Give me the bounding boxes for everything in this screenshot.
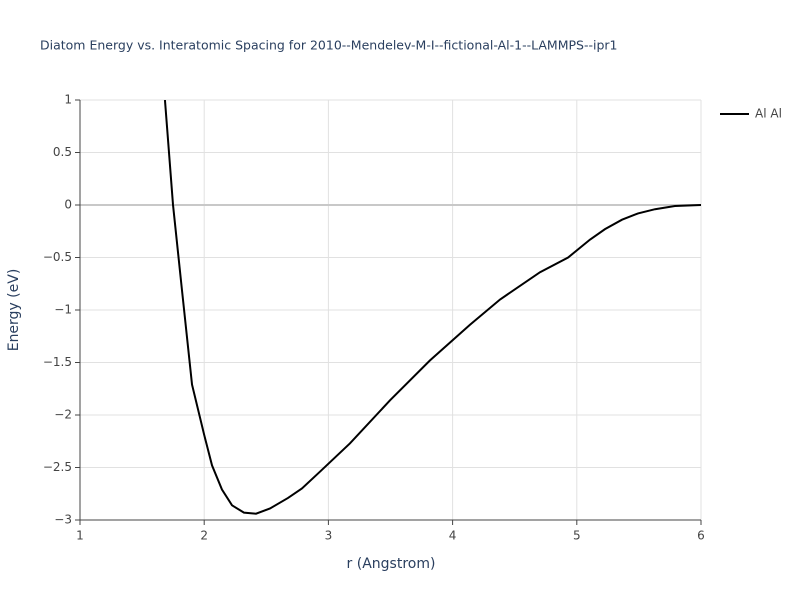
y-tick-label: 1 <box>64 93 72 107</box>
legend-label: Al Al <box>755 107 782 121</box>
y-tick-label: −1.5 <box>43 355 72 369</box>
y-tick-label: −3 <box>54 513 72 527</box>
x-tick-label: 5 <box>573 529 581 543</box>
y-tick-label: 0 <box>64 198 72 212</box>
series-line <box>163 100 701 515</box>
x-tick-label: 6 <box>697 529 705 543</box>
y-tick-label: −0.5 <box>43 250 72 264</box>
y-axis-title: Energy (eV) <box>6 269 22 352</box>
chart-title: Diatom Energy vs. Interatomic Spacing fo… <box>40 38 617 53</box>
y-tick-label: −2.5 <box>43 460 72 474</box>
x-tick-label: 2 <box>200 529 208 543</box>
y-tick-label: −1 <box>54 303 72 317</box>
y-tick-label: 0.5 <box>53 145 72 159</box>
x-axis-title: r (Angstrom) <box>347 556 436 572</box>
x-tick-label: 4 <box>449 529 457 543</box>
plot-area <box>163 100 701 515</box>
x-tick-label: 1 <box>76 529 84 543</box>
y-tick-label: −2 <box>54 408 72 422</box>
x-tick-label: 3 <box>325 529 333 543</box>
